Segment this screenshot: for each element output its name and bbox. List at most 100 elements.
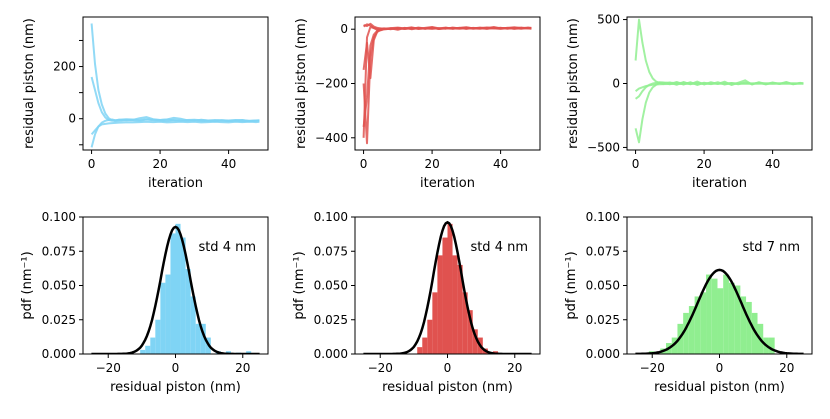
x-tick-label: 20 xyxy=(152,157,167,171)
x-tick-label: 0 xyxy=(88,157,96,171)
histogram-bar xyxy=(734,285,741,354)
histogram-bar xyxy=(417,347,423,354)
chart-panel-4: std 4 nm −20 0 20 0.000 0.025 0.050 0.075 0.100 r… xyxy=(20,210,269,395)
x-tick-label: 0 xyxy=(716,361,724,375)
x-tick-label: 20 xyxy=(779,361,794,375)
y-tick-label: −200 xyxy=(315,77,348,91)
y-axis-label: residual piston (nm) xyxy=(294,18,309,149)
x-tick-label: 0 xyxy=(172,361,180,375)
x-tick-label: 40 xyxy=(765,157,780,171)
histogram-bar xyxy=(175,223,181,354)
plot-area xyxy=(363,220,532,354)
histogram-bar xyxy=(200,323,206,354)
histogram-bar xyxy=(150,337,156,354)
histogram-bar xyxy=(768,337,775,354)
histogram-bar xyxy=(706,274,712,354)
y-tick-label: 0.100 xyxy=(42,210,76,224)
gaussian-fit-curve xyxy=(635,268,804,354)
axes-frame xyxy=(354,16,541,151)
y-axis-label: residual piston (nm) xyxy=(566,18,581,149)
y-axis-label: pdf (nm⁻¹) xyxy=(292,251,307,319)
axes-frame xyxy=(82,16,269,151)
y-tick-label: 0.000 xyxy=(42,347,76,361)
chart-panel-5: std 4 nm −20 0 20 0.000 0.025 0.050 0.075 0.100 r… xyxy=(292,210,541,395)
x-tick-label: 20 xyxy=(424,157,439,171)
y-tick-label: 500 xyxy=(597,13,620,27)
y-tick-label: 0.050 xyxy=(586,279,620,293)
histogram-bar xyxy=(160,282,166,354)
y-tick-label: 0.075 xyxy=(42,244,76,258)
series-line-2 xyxy=(90,76,260,123)
y-tick-label: 0.100 xyxy=(314,210,348,224)
y-axis-label: pdf (nm⁻¹) xyxy=(20,251,35,319)
histogram-bar xyxy=(155,319,161,354)
x-tick-label: 0 xyxy=(444,361,452,375)
histogram-bar xyxy=(427,319,433,354)
series-line-3 xyxy=(90,118,260,148)
x-axis-label: iteration xyxy=(148,176,203,191)
std-annotation: std 4 nm xyxy=(470,240,528,255)
plot-area xyxy=(634,18,804,144)
x-tick-label: 40 xyxy=(221,157,236,171)
histogram-bar xyxy=(190,296,196,354)
series-line-3 xyxy=(634,82,804,92)
histogram-bar xyxy=(432,292,438,354)
histogram-bar xyxy=(740,296,747,354)
gaussian-fit-curve xyxy=(363,220,532,354)
y-tick-label: 200 xyxy=(53,60,76,74)
y-tick-label: 0.100 xyxy=(586,210,620,224)
y-tick-label: 0.075 xyxy=(586,244,620,258)
plot-area xyxy=(90,23,260,148)
histogram-bar xyxy=(683,312,689,354)
x-tick-label: 20 xyxy=(235,361,250,375)
series-line-4 xyxy=(362,26,532,80)
histogram-bar xyxy=(462,292,468,354)
x-tick-label: 20 xyxy=(507,361,522,375)
series-line-6 xyxy=(363,23,532,32)
y-tick-label: 0.000 xyxy=(586,347,620,361)
series-line-1 xyxy=(362,26,532,138)
y-tick-label: 0.025 xyxy=(314,313,348,327)
histogram-bar xyxy=(447,223,453,354)
chart-panel-3: 0 20 40 −500 0 500 iteration residual piston (n… xyxy=(566,13,813,191)
histogram-bar xyxy=(185,269,191,354)
y-tick-label: 0 xyxy=(612,77,620,91)
x-tick-label: −20 xyxy=(640,361,665,375)
plot-area xyxy=(362,22,532,145)
std-annotation: std 4 nm xyxy=(198,240,256,255)
histogram-bar xyxy=(472,329,478,354)
std-annotation: std 7 nm xyxy=(742,240,800,255)
y-tick-label: 0.050 xyxy=(42,279,76,293)
y-tick-label: −500 xyxy=(587,140,620,154)
x-tick-label: 40 xyxy=(493,157,508,171)
x-tick-label: 20 xyxy=(696,157,711,171)
histogram-bar xyxy=(694,296,701,354)
x-axis-label: residual piston (nm) xyxy=(654,380,785,395)
histogram-bar xyxy=(170,233,176,354)
series-line-3 xyxy=(362,26,532,145)
histogram-bar xyxy=(688,306,695,354)
x-axis-label: iteration xyxy=(420,176,475,191)
histogram-bar xyxy=(437,255,443,354)
histogram-bar xyxy=(751,312,758,354)
y-tick-label: 0 xyxy=(340,22,348,36)
histogram-bar xyxy=(140,349,146,354)
y-tick-label: −400 xyxy=(315,131,348,145)
histogram-bar xyxy=(700,292,707,354)
histogram-bar xyxy=(452,255,458,354)
histogram-bar xyxy=(180,237,186,354)
series-line-1 xyxy=(634,18,804,86)
series-line-4 xyxy=(635,81,804,100)
y-tick-label: 0.025 xyxy=(42,313,76,327)
x-tick-label: 0 xyxy=(360,157,368,171)
series-line-2 xyxy=(634,81,804,144)
y-axis-label: residual piston (nm) xyxy=(22,18,37,149)
chart-panel-1: 0 20 40 0 200 iteration residual piston (nm) xyxy=(22,16,269,191)
histogram-bar xyxy=(422,337,428,354)
series-line-1 xyxy=(90,23,260,123)
x-tick-label: −20 xyxy=(368,361,393,375)
y-tick-label: 0.025 xyxy=(586,313,620,327)
y-tick-label: 0.075 xyxy=(314,244,348,258)
x-tick-label: −20 xyxy=(96,361,121,375)
y-axis-label: pdf (nm⁻¹) xyxy=(564,251,579,319)
